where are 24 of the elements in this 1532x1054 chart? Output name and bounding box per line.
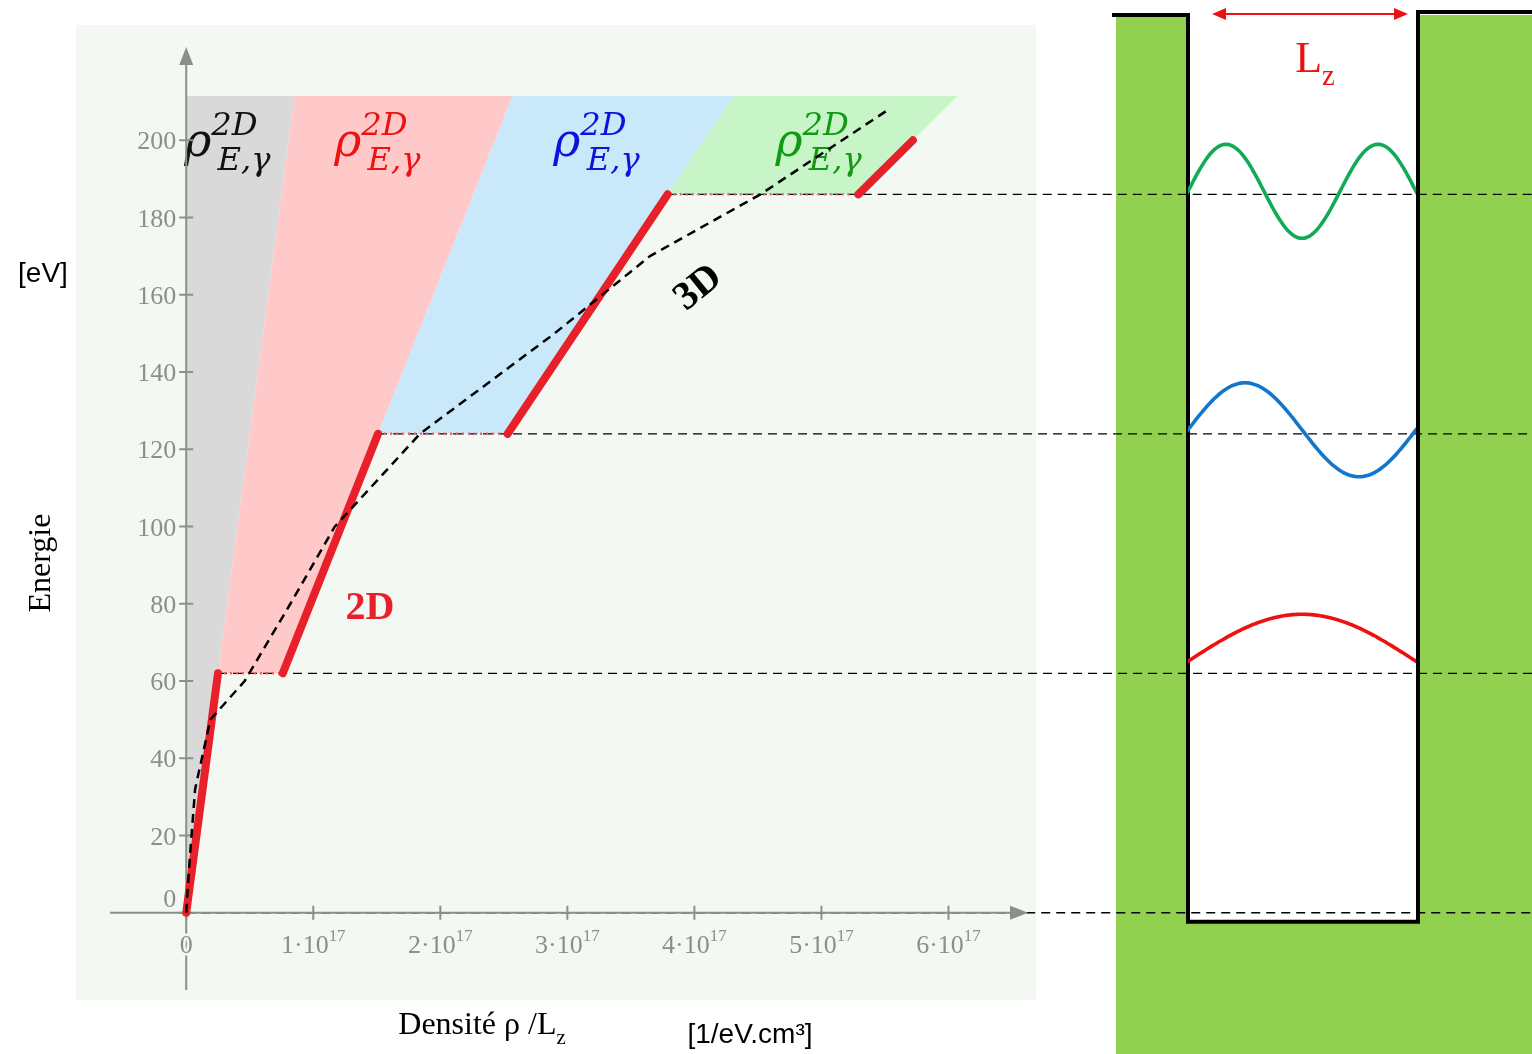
y-tick-label: 120 xyxy=(137,435,177,465)
y-tick-label: 0 xyxy=(163,883,177,913)
x-tick-label: 6·10$^{17}$ xyxy=(916,926,981,959)
y-tick-label: 200 xyxy=(137,126,177,156)
text: [1/eV.cm³] xyxy=(687,1018,813,1049)
y-tick-label: 100 xyxy=(137,512,177,542)
x-tick-label: 1·10$^{17}$ xyxy=(280,926,346,959)
x-axis-title: Densité ρ /L$_{z}$ xyxy=(398,1005,566,1048)
y-tick-label: 140 xyxy=(137,358,177,387)
text: 3D xyxy=(663,252,730,319)
y-tick-label: 60 xyxy=(150,667,177,696)
series-label: 2D xyxy=(345,582,395,628)
x-tick-label: 3·10$^{17}$ xyxy=(535,926,600,959)
x-tick-label: 4·10$^{17}$ xyxy=(662,926,727,959)
x-tick-label: 5·10$^{17}$ xyxy=(789,926,854,959)
y-tick-label: 180 xyxy=(137,203,177,233)
y-tick-label: 80 xyxy=(150,589,177,619)
y-tick-label: 160 xyxy=(137,280,177,310)
text: L$_{z}$ xyxy=(1295,33,1335,92)
y-tick-label: 40 xyxy=(150,744,177,774)
y-tick-label: 20 xyxy=(150,821,177,851)
x-tick-label: 2·10$^{17}$ xyxy=(408,926,473,959)
text: [eV] xyxy=(18,257,68,288)
y-axis-title: Energie xyxy=(21,513,57,613)
